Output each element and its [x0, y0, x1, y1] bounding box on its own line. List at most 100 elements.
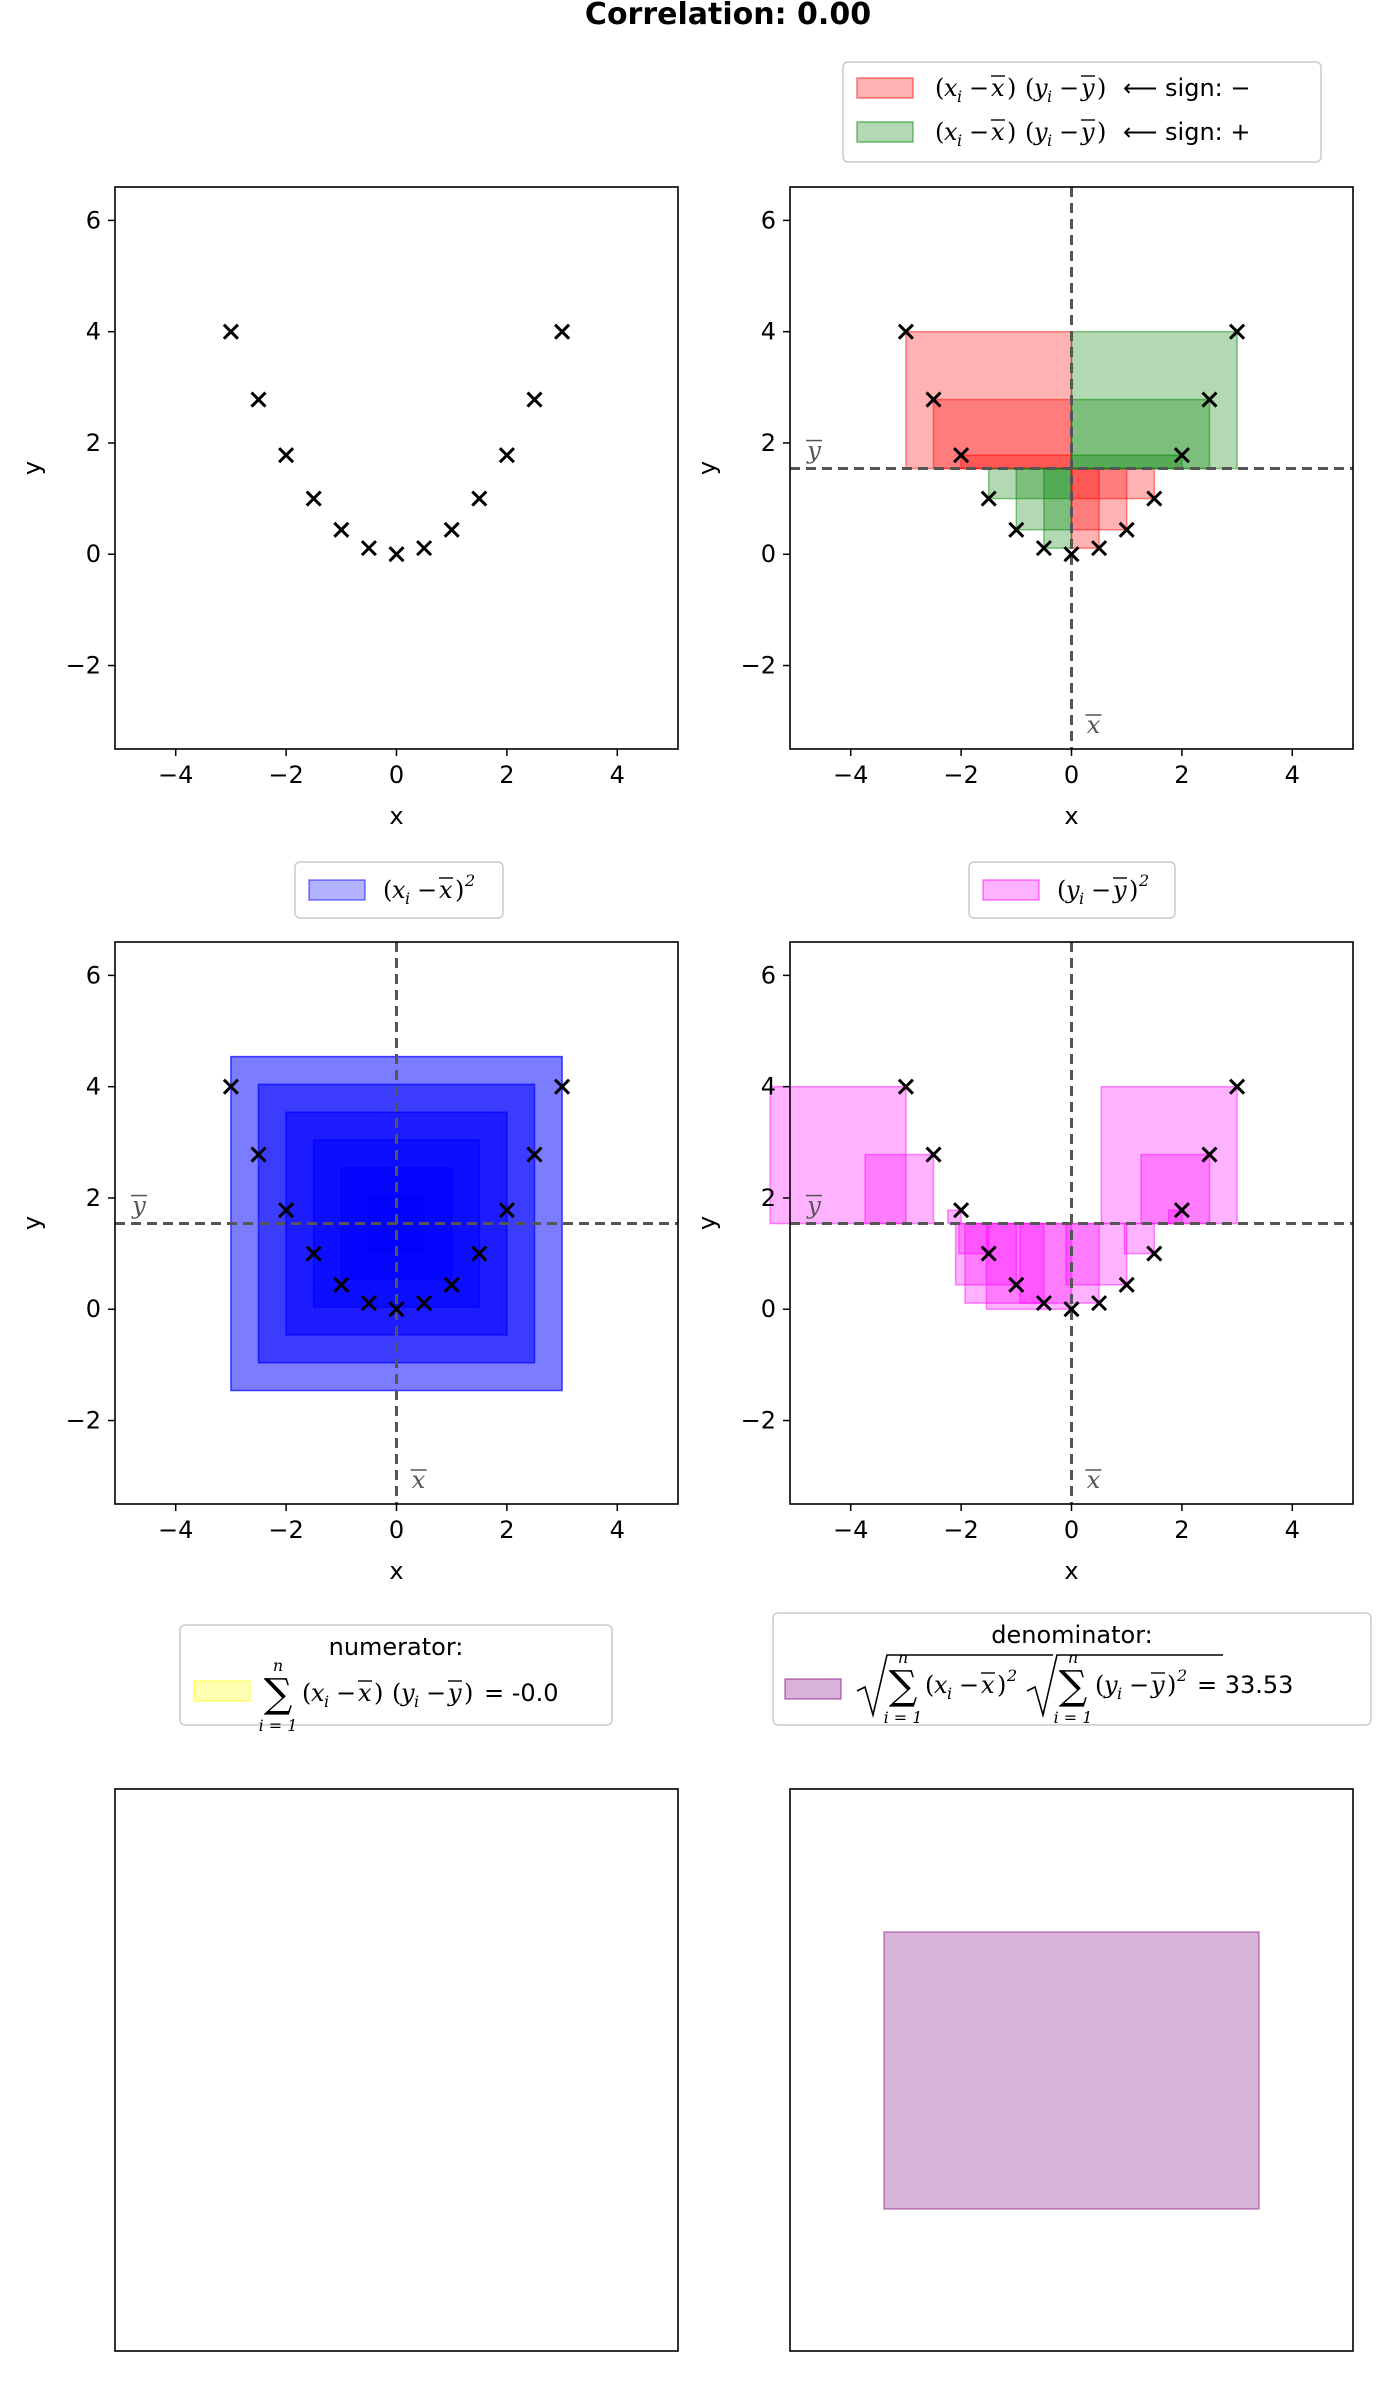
- data-point: [925, 391, 942, 408]
- axes-frame: [114, 1788, 679, 2352]
- y-axis-label: y: [18, 1216, 46, 1230]
- negative-product-rect: [932, 398, 1073, 470]
- y-tick-label: 4: [86, 318, 101, 346]
- legend-box: [842, 61, 1322, 163]
- y-square-rect: [864, 1153, 935, 1225]
- x-tick-label: 4: [1285, 761, 1300, 789]
- y-tick-label: 2: [86, 1184, 101, 1212]
- axes-frame: [789, 941, 1354, 1505]
- x-mean-label: x: [1087, 711, 1101, 739]
- data-point: [925, 1146, 942, 1163]
- data-point: [1229, 323, 1246, 340]
- x-axis-label: x: [389, 802, 403, 830]
- panel-scatter: −4 −2 0 2 4 −2 0 2 4 6 x y: [18, 186, 679, 830]
- negative-product-rect: [1070, 467, 1156, 500]
- sqrt-sign: [1026, 1654, 1223, 1719]
- y-tick-label: 2: [761, 429, 776, 457]
- math-text: −: [1129, 1671, 1149, 1699]
- y-tick-label: 6: [86, 206, 101, 234]
- data-point: [388, 546, 405, 563]
- x-tick-label: 0: [1064, 761, 1079, 789]
- math-text: (: [1057, 876, 1066, 904]
- denominator-legend-title: denominator:: [991, 1621, 1152, 1649]
- math-text: (: [302, 1679, 311, 1707]
- math-text: (: [1025, 74, 1034, 102]
- x-tick-label: −2: [943, 1516, 978, 1544]
- panel-numerator: numerator:n∑i = 1(x i − x)(y i − y) = -0.0: [114, 1624, 679, 2352]
- y-square-rect: [1019, 1222, 1100, 1304]
- data-point: [1091, 540, 1108, 557]
- y-tick-label: 2: [86, 429, 101, 457]
- math-text: x: [991, 74, 1005, 102]
- x-tick-label: −4: [833, 1516, 868, 1544]
- math-text: y: [1080, 74, 1095, 102]
- legend-box: [772, 1612, 1372, 1726]
- y-tick-label: 2: [761, 1184, 776, 1212]
- data-point: [526, 1146, 543, 1163]
- axes-frame: [789, 1788, 1354, 2352]
- data-point: [443, 521, 460, 538]
- y-mean-label: y: [806, 1192, 821, 1220]
- y-tick-label: 0: [86, 1295, 101, 1323]
- sqrt-sign: [856, 1654, 1053, 1719]
- data-point: [1146, 1245, 1163, 1262]
- data-point: [250, 1146, 267, 1163]
- math-text: ): [455, 876, 464, 904]
- math-text: (: [1095, 1671, 1104, 1699]
- y-tick-label: 0: [761, 540, 776, 568]
- data-point: [471, 490, 488, 507]
- math-text: y: [447, 1679, 462, 1707]
- math-text: ): [374, 1679, 383, 1707]
- axes-frame: [114, 941, 679, 1505]
- y-axis-label: y: [18, 461, 46, 475]
- legend-swatch: [784, 1678, 842, 1700]
- math-text: −: [1091, 876, 1111, 904]
- x-tick-label: 4: [610, 761, 625, 789]
- math-text: x: [944, 118, 958, 146]
- numerator-value: = -0.0: [484, 1679, 559, 1707]
- data-point: [250, 391, 267, 408]
- positive-product-rect: [1070, 330, 1238, 470]
- y-square-rect: [1100, 1085, 1238, 1225]
- math-text: ): [1007, 118, 1016, 146]
- math-text: ∑: [1059, 1663, 1088, 1709]
- data-point: [1091, 1295, 1108, 1312]
- x-mean-label: x: [412, 1466, 426, 1494]
- x-axis-label: x: [1064, 1557, 1078, 1585]
- y-mean-label: y: [131, 1192, 146, 1220]
- x-tick-label: 2: [499, 1516, 514, 1544]
- x-tick-label: 2: [499, 761, 514, 789]
- negative-product-rect: [960, 454, 1073, 470]
- math-text: ): [997, 1671, 1006, 1699]
- legend-sign-text: ⟵ sign: −: [1123, 74, 1250, 102]
- data-point: [1201, 391, 1218, 408]
- data-point: [360, 540, 377, 557]
- math-text: i: [957, 131, 962, 150]
- legend-box: [179, 1624, 613, 1726]
- x-tick-label: 2: [1174, 761, 1189, 789]
- math-text: ∑: [889, 1663, 918, 1709]
- math-text: y: [1150, 1671, 1165, 1699]
- y-square-rect: [769, 1085, 907, 1225]
- x-tick-label: −4: [158, 761, 193, 789]
- y-tick-label: 6: [86, 961, 101, 989]
- math-text: i = 1: [259, 1716, 298, 1735]
- math-text: (: [1025, 118, 1034, 146]
- data-point: [388, 1301, 405, 1318]
- math-text: ): [1007, 74, 1016, 102]
- data-point: [471, 1245, 488, 1262]
- math-text: i: [1079, 889, 1084, 908]
- math-text: y: [1033, 118, 1048, 146]
- data-point: [554, 323, 571, 340]
- positive-product-rect: [1015, 467, 1073, 531]
- math-text: i = 1: [1054, 1708, 1093, 1727]
- x-tick-label: 0: [389, 1516, 404, 1544]
- x-tick-label: −2: [268, 1516, 303, 1544]
- y-tick-label: −2: [66, 1407, 101, 1435]
- data-point: [1118, 521, 1135, 538]
- data-point: [222, 323, 239, 340]
